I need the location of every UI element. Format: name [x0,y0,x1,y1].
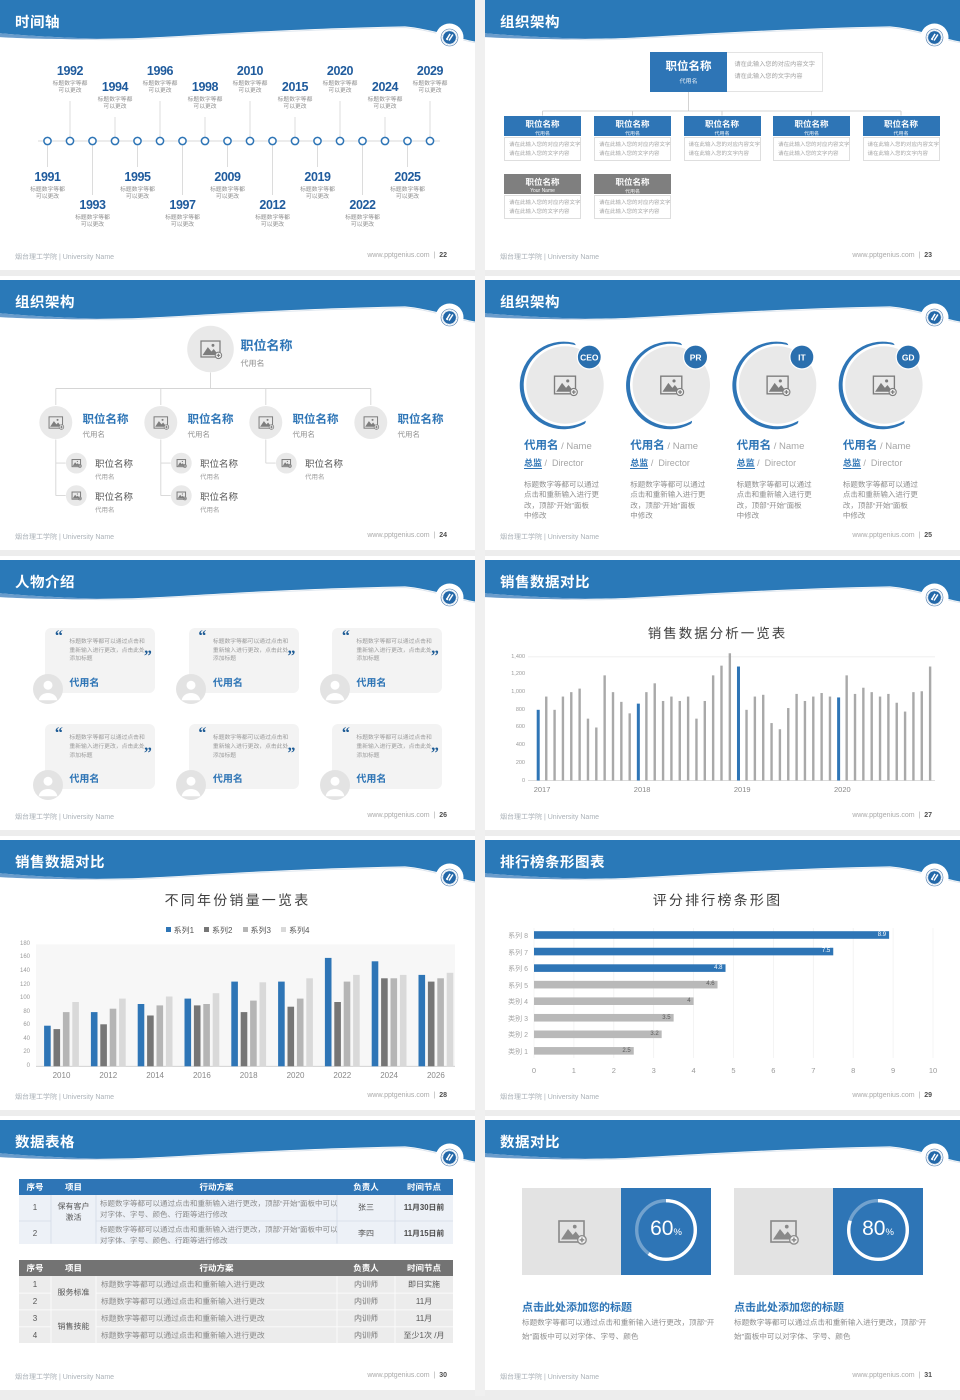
svg-text:GD: GD [902,353,915,363]
svg-text:IT: IT [798,353,806,363]
svg-text:PR: PR [690,353,702,363]
svg-text:CEO: CEO [580,353,599,363]
